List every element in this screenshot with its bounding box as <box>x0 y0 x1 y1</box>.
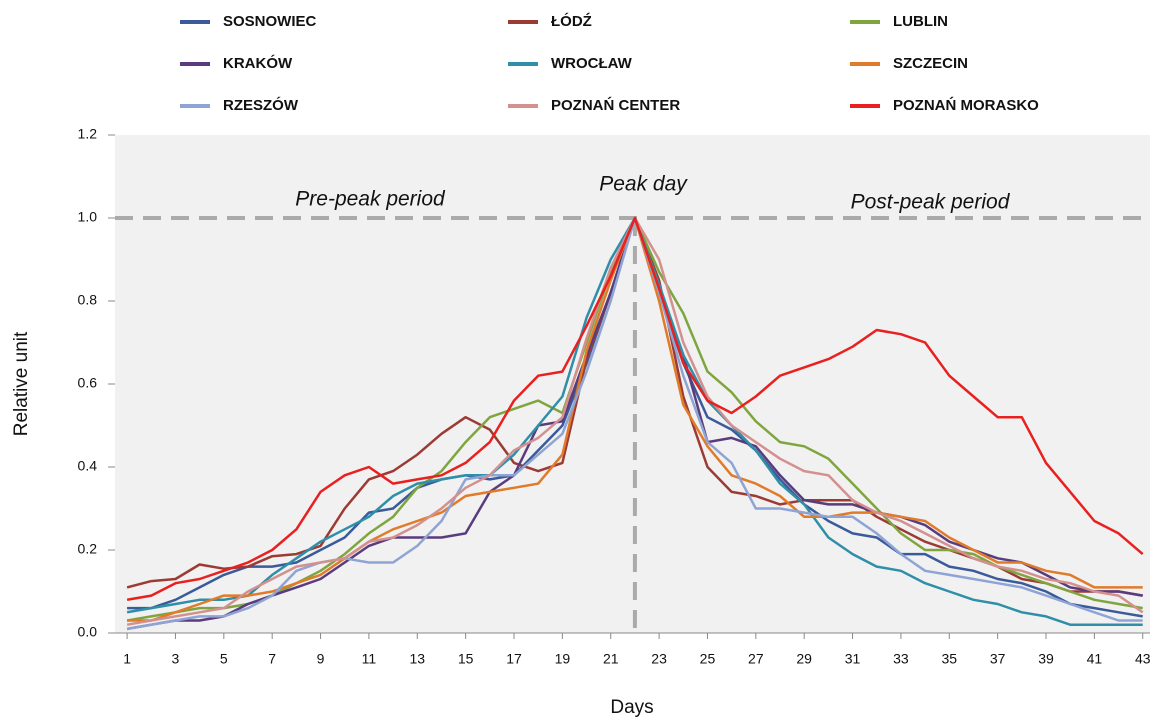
x-tick-label: 5 <box>220 651 228 667</box>
y-tick-label: 0.0 <box>78 624 98 640</box>
x-tick-label: 13 <box>409 651 425 667</box>
y-tick-label: 0.6 <box>78 375 98 391</box>
x-axis-label: Days <box>610 697 653 718</box>
x-tick-label: 17 <box>506 651 522 667</box>
legend-label: ŁÓDŹ <box>551 12 592 30</box>
y-tick-label: 1.0 <box>78 209 98 225</box>
x-tick-label: 39 <box>1038 651 1054 667</box>
x-tick-label: 7 <box>268 651 276 667</box>
x-tick-label: 43 <box>1135 651 1150 667</box>
legend-label: WROCŁAW <box>551 55 633 72</box>
x-tick-label: 11 <box>362 651 377 667</box>
annotation: Post-peak period <box>851 191 1011 214</box>
x-tick-label: 1 <box>123 651 131 667</box>
legend-label: POZNAŃ CENTER <box>551 97 680 114</box>
series-line <box>126 216 1144 602</box>
legend-label: KRAKÓW <box>223 54 293 72</box>
x-tick-label: 25 <box>700 651 716 667</box>
annotation: Peak day <box>599 173 688 196</box>
legend-label: SZCZECIN <box>893 55 968 72</box>
y-tick-label: 0.8 <box>78 292 98 308</box>
x-tick-label: 31 <box>845 651 861 667</box>
x-tick-label: 37 <box>990 651 1006 667</box>
x-tick-label: 41 <box>1087 651 1103 667</box>
x-tick-label: 9 <box>317 651 325 667</box>
x-tick-label: 23 <box>651 651 667 667</box>
legend-label: SOSNOWIEC <box>223 13 317 30</box>
x-tick-label: 29 <box>796 651 812 667</box>
x-tick-label: 15 <box>458 651 474 667</box>
y-tick-label: 0.2 <box>78 541 98 557</box>
y-axis-label: Relative unit <box>11 331 32 436</box>
x-tick-label: 33 <box>893 651 909 667</box>
legend-label: RZESZÓW <box>223 96 299 114</box>
legend-label: POZNAŃ MORASKO <box>893 97 1039 114</box>
x-tick-label: 35 <box>941 651 957 667</box>
y-tick-label: 1.2 <box>78 126 98 142</box>
x-tick-label: 19 <box>555 651 571 667</box>
x-tick-label: 3 <box>172 651 180 667</box>
x-tick-label: 21 <box>603 651 619 667</box>
x-tick-label: 27 <box>748 651 764 667</box>
legend-label: LUBLIN <box>893 13 948 30</box>
annotation: Pre-peak period <box>295 188 446 211</box>
y-tick-label: 0.4 <box>78 458 98 474</box>
